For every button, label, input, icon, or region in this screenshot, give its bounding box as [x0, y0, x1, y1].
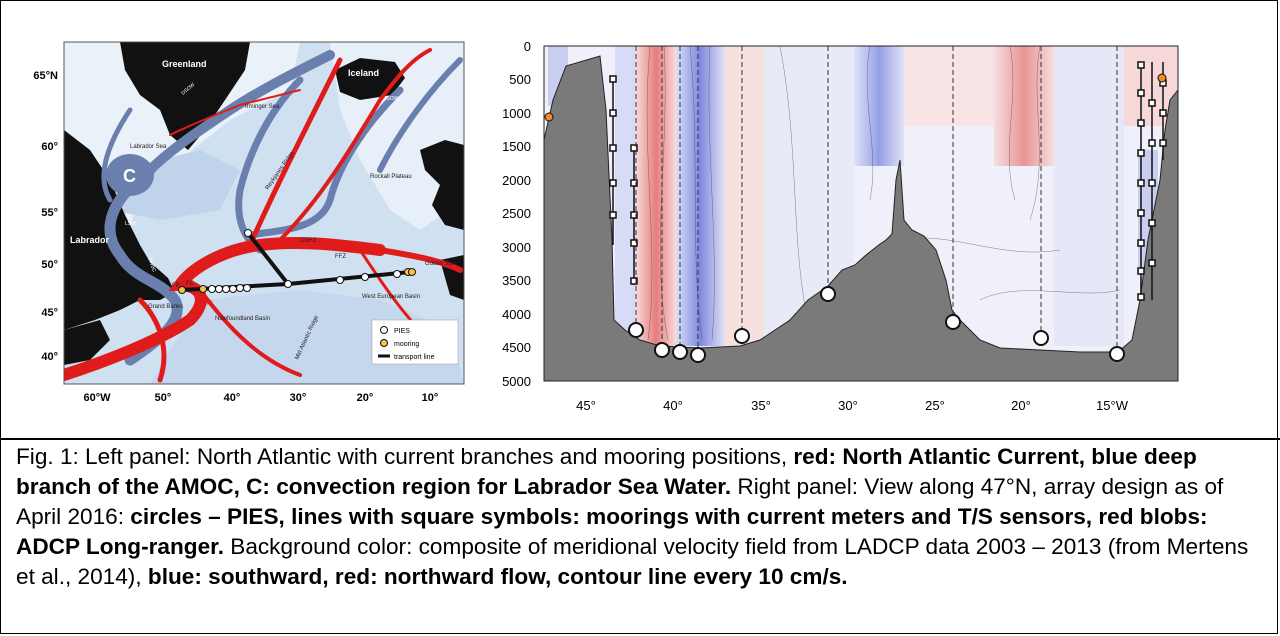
- y-tick-label: 5000: [502, 374, 531, 389]
- caption-text-3: Background color: composite of meridiona…: [16, 534, 1249, 589]
- lon-label: 20°: [357, 392, 374, 404]
- y-tick-label: 1500: [502, 139, 531, 154]
- bathymetry: [544, 55, 1178, 381]
- pies-dashed-lines: [635, 46, 1118, 355]
- lat-labels: 65°N 60° 55° 50° 45° 40°: [33, 70, 58, 363]
- y-tick-label: 0: [524, 39, 531, 54]
- y-tick-label: 2000: [502, 173, 531, 188]
- nac-currents: [64, 48, 463, 383]
- label-lsw: LSW: [125, 221, 136, 227]
- british-isles-land: [420, 140, 464, 230]
- label-greenland: Greenland: [162, 59, 207, 69]
- x-tick-label: 40°: [663, 398, 683, 413]
- caption-text-1: Fig. 1: Left panel: North Atlantic with …: [16, 444, 794, 469]
- x-tick-label: 20°: [1011, 398, 1031, 413]
- figure-panels: Greenland Iceland Labrador Labrador Sea …: [33, 39, 1179, 413]
- label-ffz: FFZ: [335, 254, 346, 260]
- lon-label: 10°: [422, 392, 439, 404]
- caption-bold-3: blue: southward, red: northward flow, co…: [147, 564, 848, 589]
- y-tick-label: 500: [509, 72, 531, 87]
- lat-label: 60°: [41, 141, 58, 153]
- y-tick-label: 3500: [502, 273, 531, 288]
- section-body: [544, 46, 1178, 381]
- x-tick-label: 45°: [576, 398, 596, 413]
- x-tick-label: 35°: [751, 398, 771, 413]
- label-isow: ISOW: [385, 96, 399, 102]
- lat-label: 45°: [41, 307, 58, 319]
- lon-label: 40°: [224, 392, 241, 404]
- x-tick-label: 25°: [925, 398, 945, 413]
- map-legend: PIES mooring transport line: [371, 319, 459, 365]
- legend-pies-label: PIES: [394, 328, 410, 335]
- shelf-west: [64, 42, 300, 330]
- label-fp: FP: [172, 283, 180, 289]
- y-tick-label: 4500: [502, 340, 531, 355]
- label-iceland: Iceland: [348, 68, 379, 78]
- y-tick-label: 1000: [502, 106, 531, 121]
- section-moorings: [609, 61, 1167, 301]
- nova-scotia-land: [64, 320, 110, 365]
- lat-label: 40°: [41, 351, 58, 363]
- lat-label: 65°N: [33, 70, 58, 82]
- map-mooring-markers: [178, 268, 416, 294]
- lon-label: 60°W: [83, 392, 111, 404]
- section-panel: 0 500 1000 1500 2000 2500 3000 3500 4000…: [502, 39, 1179, 413]
- label-nac: NAC: [200, 301, 213, 307]
- map-border: [63, 41, 465, 385]
- label-fc: FC: [186, 281, 195, 287]
- legend-mooring-label: mooring: [394, 341, 419, 348]
- y-tick-label: 2500: [502, 206, 531, 221]
- label-newfoundland-basin: Newfoundland Basin: [215, 316, 270, 322]
- caption-text-2: Right panel: View along 47°N, array desi…: [16, 474, 1224, 529]
- caption-bold-1: red: North Atlantic Current, blue deep b…: [16, 444, 1197, 499]
- depth-axis: 0 500 1000 1500 2000 2500 3000 3500 4000…: [502, 39, 531, 389]
- legend-pies-symbol: [380, 326, 388, 334]
- label-grand-banks: Grand Banks: [148, 304, 183, 310]
- caption-divider: [0, 438, 1280, 440]
- label-irminger-sea: Irminger Sea: [245, 104, 280, 110]
- map-pies-markers: [208, 229, 401, 293]
- lat-label: 50°: [41, 259, 58, 271]
- y-tick-label: 4000: [502, 307, 531, 322]
- caption-bold-2: circles – PIES, lines with square symbol…: [16, 504, 1208, 559]
- left-map-panel: Greenland Iceland Labrador Labrador Sea …: [33, 41, 465, 404]
- figure-caption: Fig. 1: Left panel: North Atlantic with …: [16, 442, 1268, 592]
- velocity-field: [548, 46, 1178, 346]
- section-adcp: [544, 73, 1167, 122]
- label-convection: C: [123, 166, 136, 186]
- x-tick-label: 30°: [838, 398, 858, 413]
- section-border: [543, 45, 1179, 382]
- convection-region: [106, 154, 154, 196]
- lon-label: 50°: [155, 392, 172, 404]
- section-pies: [628, 286, 1125, 363]
- map-body: Greenland Iceland Labrador Labrador Sea …: [64, 42, 464, 384]
- label-labrador: Labrador: [70, 235, 110, 245]
- label-labrador-sea: Labrador Sea: [130, 144, 167, 150]
- greenland-land: [120, 42, 250, 150]
- lon-labels: 60°W 50° 40° 30° 20° 10°: [83, 392, 438, 404]
- legend-mooring-symbol: [380, 339, 388, 347]
- longitude-axis: 45° 40° 35° 30° 25° 20° 15°W: [576, 398, 1129, 413]
- lon-label: 30°: [290, 392, 307, 404]
- label-dwbc: DWBC: [146, 257, 157, 274]
- label-rockall-plateau: Rockall Plateau: [370, 174, 412, 180]
- y-tick-label: 3000: [502, 240, 531, 255]
- label-goban-spur: Goban Spur: [425, 261, 457, 267]
- label-west-european-basin: West European Basin: [362, 294, 420, 300]
- x-tick-label: 15°W: [1096, 398, 1129, 413]
- label-cgfz: CGFZ: [300, 238, 317, 244]
- legend-transport-label: transport line: [394, 354, 435, 361]
- lat-label: 55°: [41, 207, 58, 219]
